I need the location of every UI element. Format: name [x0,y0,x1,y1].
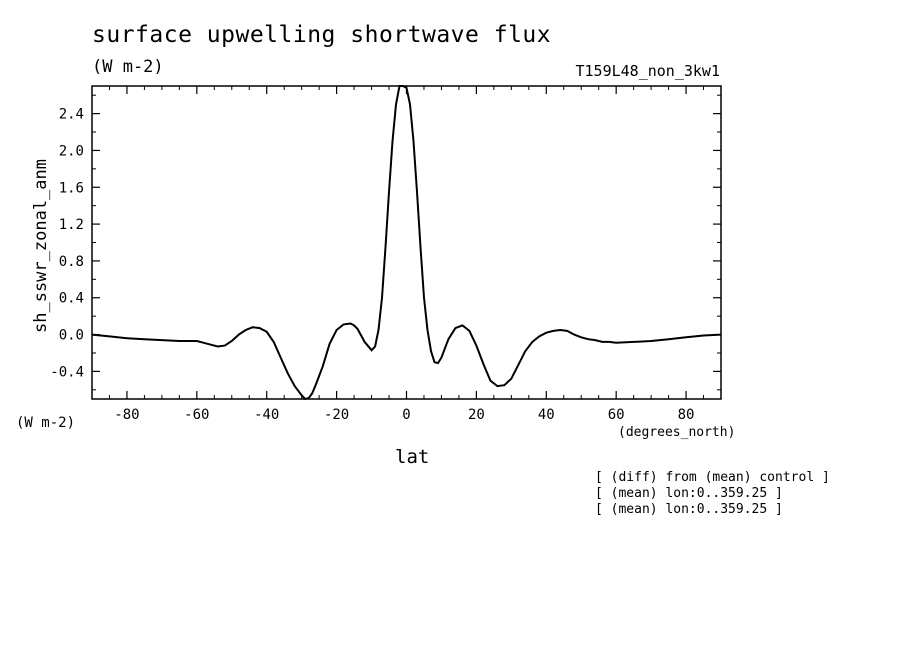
x-tick-label: -80 [114,407,139,423]
y-tick-label: -0.4 [50,364,84,380]
x-tick-label: -40 [254,407,279,423]
x-tick-label: 40 [538,407,555,423]
x-tick-label: 80 [678,407,695,423]
run-label: T159L48_non_3kw1 [575,62,721,80]
series-line [91,85,722,401]
y-tick-label: 0.0 [59,328,84,344]
y-tick-label: 2.0 [59,143,84,159]
x-tick-label: 60 [608,407,625,423]
x-tick-label: -20 [324,407,349,423]
tick-labels: -0.4 0.0 0.4 0.8 1.2 1.6 2.0 2.4 -80 -60 -40 -20 0 20… [50,107,694,423]
annotation-note: [ (mean) lon:0..359.25 ] [595,502,783,517]
plot-frame [91,85,722,400]
x-axis-label: lat [395,446,430,468]
y-tick-label: 0.4 [59,291,84,307]
y-tick-label: 1.2 [59,217,84,233]
y-tick-label: 0.8 [59,254,84,270]
annotation-note: [ (diff) from (mean) control ] [595,470,830,485]
y-tick-label: 1.6 [59,180,84,196]
x-tick-label: 0 [402,407,410,423]
x-axis-units: (degrees_north) [618,425,736,440]
y-tick-label: 2.4 [59,107,84,123]
annotation-note: [ (mean) lon:0..359.25 ] [595,486,783,501]
x-tick-label: 20 [468,407,485,423]
x-tick-label: -60 [184,407,209,423]
axis-ticks [92,86,721,399]
chart-units: (W m-2) [92,57,164,77]
y-axis-units: (W m-2) [16,415,76,431]
chart-title: surface upwelling shortwave flux [92,22,552,48]
